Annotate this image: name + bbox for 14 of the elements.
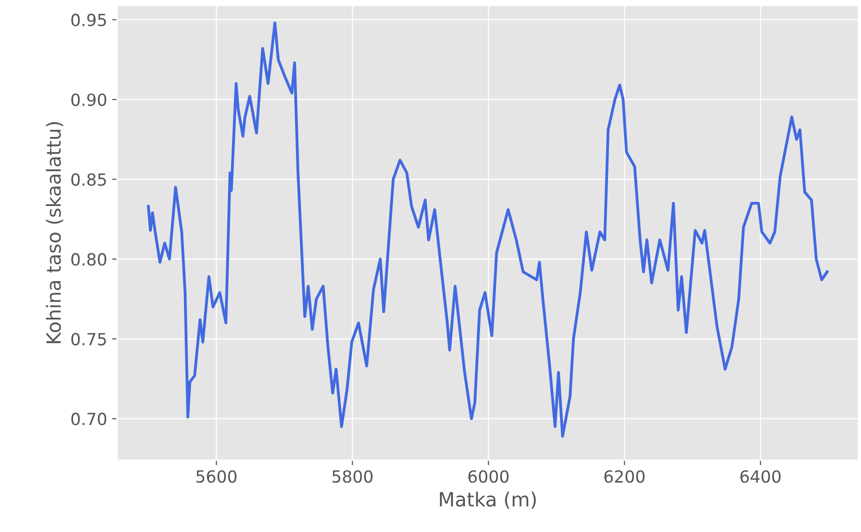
- line-series: [146, 21, 829, 438]
- x-axis-title: Matka (m): [440, 492, 536, 509]
- y-tick-label: 0.90: [71, 93, 106, 106]
- y-tick-label: 0.85: [71, 173, 106, 186]
- y-tick-label: 0.80: [71, 253, 106, 266]
- y-tick-label: 0.75: [71, 332, 106, 346]
- x-tick-label: 5600: [196, 470, 236, 483]
- y-axis-title: Kohina taso (skaalattu): [46, 122, 64, 344]
- x-tick-label: 5800: [332, 470, 373, 483]
- x-tick-label: 6400: [740, 470, 781, 483]
- x-tick-label: 6200: [604, 470, 645, 483]
- x-tick-label: 6000: [468, 470, 509, 483]
- y-tick-label: 0.95: [71, 14, 106, 26]
- y-tick-label: 0.70: [71, 412, 106, 426]
